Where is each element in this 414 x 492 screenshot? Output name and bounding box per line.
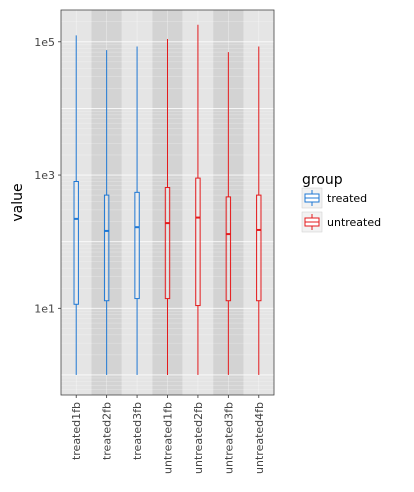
- x-tick-label: untreated3fb: [222, 402, 235, 474]
- x-tick-label: treated3fb: [131, 402, 144, 460]
- box-iqr: [226, 197, 230, 301]
- x-tick-label: untreated2fb: [192, 402, 205, 474]
- legend-title: group: [302, 172, 343, 188]
- box-iqr: [165, 188, 169, 299]
- y-tick-label: 1e3: [34, 169, 55, 182]
- box-iqr: [135, 192, 139, 298]
- y-axis-title: value: [10, 183, 26, 221]
- y-tick-label: 1e1: [34, 302, 55, 315]
- x-tick-label: untreated4fb: [253, 402, 266, 474]
- box-iqr: [257, 195, 261, 301]
- box-iqr: [74, 182, 78, 305]
- legend-label: untreated: [327, 216, 381, 229]
- x-tick-label: treated1fb: [70, 402, 83, 460]
- y-tick-label: 1e5: [34, 36, 55, 49]
- legend-label: treated: [327, 192, 367, 205]
- x-tick-label: treated2fb: [101, 402, 114, 460]
- box-iqr: [196, 178, 200, 305]
- box-iqr: [104, 195, 108, 301]
- x-tick-label: untreated1fb: [162, 402, 175, 474]
